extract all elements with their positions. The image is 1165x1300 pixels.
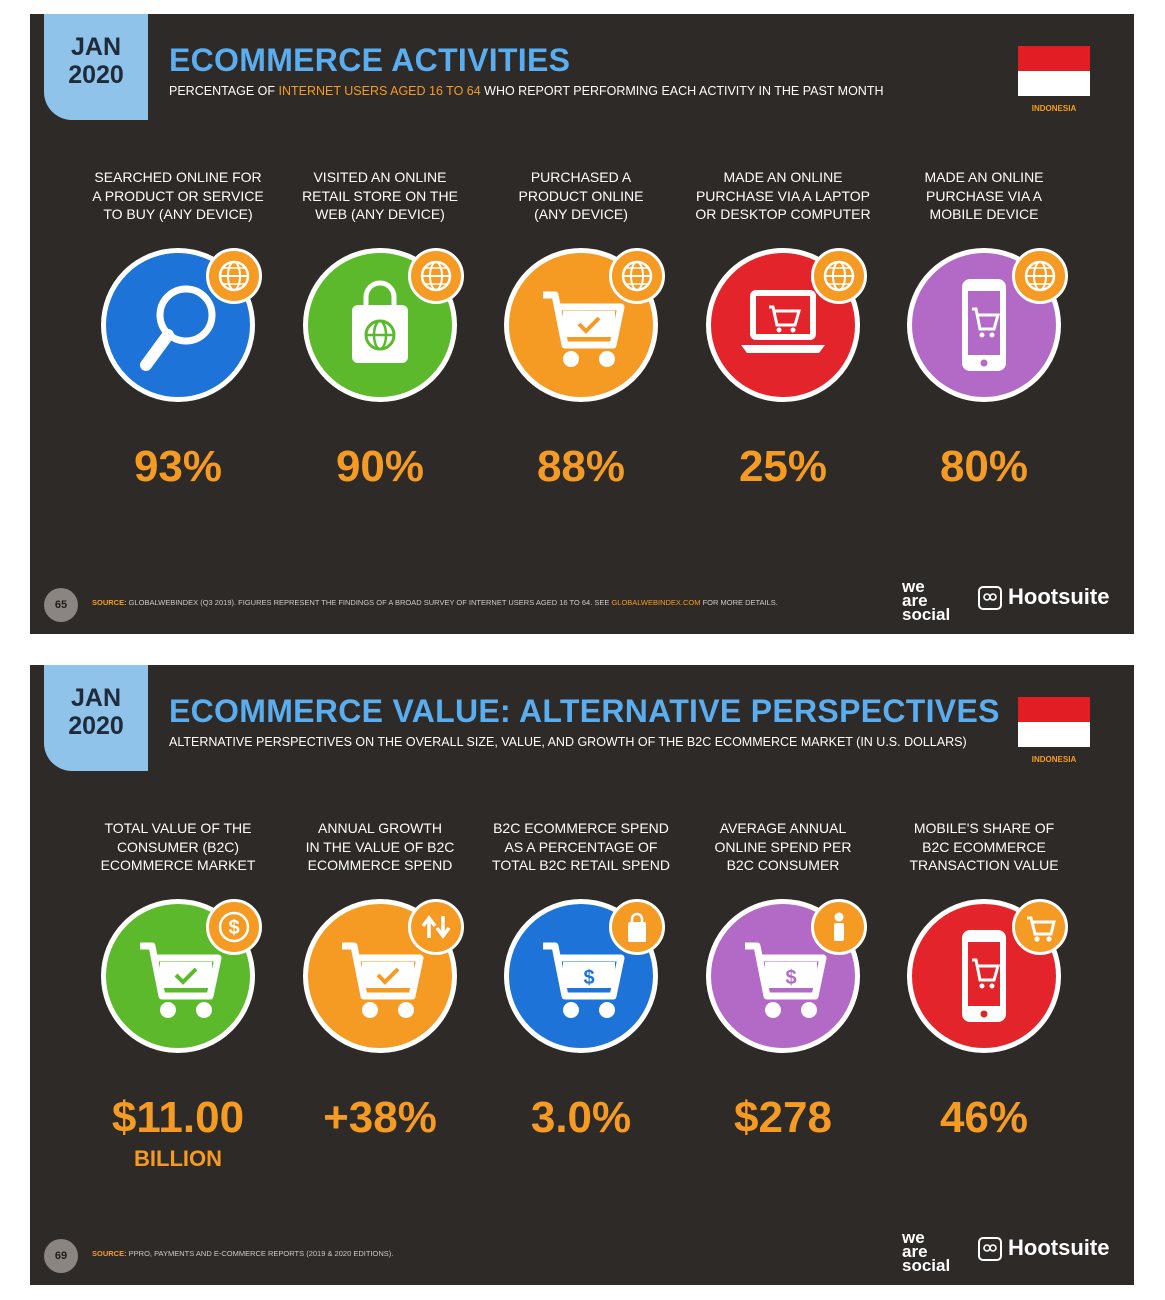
country-label: INDONESIA: [1031, 104, 1077, 113]
person-icon: [811, 899, 867, 955]
slide-ecommerce-value: JAN 2020 ECOMMERCE VALUE: ALTERNATIVE PE…: [30, 665, 1134, 1285]
globe-icon: [408, 248, 464, 304]
up-down-arrows-icon: [408, 899, 464, 955]
stat-value: $278: [734, 1093, 832, 1142]
dollar-icon: $: [206, 899, 262, 955]
date-year: 2020: [68, 712, 124, 740]
stat-label: B2C ECOMMERCE SPEND AS A PERCENTAGE OF T…: [492, 820, 670, 873]
subtitle-highlight: INTERNET USERS AGED 16 TO 64: [278, 84, 481, 98]
svg-text:$: $: [228, 917, 239, 939]
stat-label: ANNUAL GROWTH IN THE VALUE OF B2C ECOMME…: [305, 820, 455, 873]
indonesia-flag-icon: [1018, 46, 1090, 96]
we-are-social-logo: we are social: [902, 1228, 951, 1275]
page-number: 69: [44, 1239, 78, 1273]
laptop-icon: [706, 248, 860, 402]
stat-value: 90%: [335, 442, 425, 491]
hootsuite-wordmark: Hootsuite: [1008, 1235, 1110, 1260]
slide-title: ECOMMERCE ACTIVITIES: [169, 42, 571, 78]
subtitle-post: WHO REPORT PERFORMING EACH ACTIVITY IN T…: [480, 84, 884, 98]
globe-icon: [1012, 248, 1068, 304]
source-note: SOURCE: PPRO, PAYMENTS AND E-COMMERCE RE…: [92, 1249, 393, 1258]
slide-subtitle: PERCENTAGE OF INTERNET USERS AGED 16 TO …: [169, 84, 884, 98]
slide-subtitle: ALTERNATIVE PERSPECTIVES ON THE OVERALL …: [169, 735, 967, 749]
source-label: SOURCE:: [92, 598, 127, 607]
source-text: GLOBALWEBINDEX (Q3 2019). FIGURES REPRES…: [126, 598, 612, 607]
shopping-cart-dollar-icon: $: [706, 899, 860, 1053]
stat-label: VISITED AN ONLINE RETAIL STORE ON THE WE…: [302, 169, 458, 222]
stat-value: 80%: [939, 442, 1029, 491]
stat-value: 46%: [939, 1093, 1029, 1142]
stat-unit: BILLION: [134, 1146, 222, 1171]
shopping-cart-icon: [504, 248, 658, 402]
magnifier-icon: [101, 248, 255, 402]
shopping-cart-icon: [1012, 899, 1068, 955]
stat-value: 25%: [738, 442, 828, 491]
globe-icon: [811, 248, 867, 304]
stat-value: 3.0%: [530, 1093, 632, 1142]
stat-label: MADE AN ONLINE PURCHASE VIA A LAPTOP OR …: [695, 169, 871, 222]
date-badge: JAN 2020: [44, 14, 148, 120]
indonesia-flag-icon: [1018, 697, 1090, 747]
globe-icon: [206, 248, 262, 304]
source-note: SOURCE: GLOBALWEBINDEX (Q3 2019). FIGURE…: [92, 598, 778, 607]
stat-label: AVERAGE ANNUAL ONLINE SPEND PER B2C CONS…: [714, 820, 852, 873]
svg-text:$: $: [785, 967, 796, 989]
source-label: SOURCE:: [92, 1249, 127, 1258]
source-text: PPRO, PAYMENTS AND E-COMMERCE REPORTS (2…: [126, 1249, 394, 1258]
we-are-social-logo: we are social: [902, 577, 951, 624]
hootsuite-wordmark: Hootsuite: [1008, 584, 1110, 609]
owl-icon: [978, 1237, 1002, 1261]
shopping-bag-icon: [609, 899, 665, 955]
page-number: 65: [44, 588, 78, 622]
stat-value: $11.00: [111, 1093, 245, 1142]
subtitle-pre: PERCENTAGE OF: [169, 84, 279, 98]
hootsuite-logo: Hootsuite: [978, 584, 1109, 610]
stat-label: MOBILE'S SHARE OF B2C ECOMMERCE TRANSACT…: [909, 820, 1059, 873]
date-month: JAN: [70, 684, 121, 712]
slide-ecommerce-activities: JAN 2020 ECOMMERCE ACTIVITIES PERCENTAGE…: [30, 14, 1134, 634]
country-label: INDONESIA: [1031, 755, 1077, 764]
globe-icon: [609, 248, 665, 304]
stat-label: MADE AN ONLINE PURCHASE VIA A MOBILE DEV…: [924, 169, 1044, 222]
source-tail: FOR MORE DETAILS.: [700, 598, 778, 607]
stat-label: SEARCHED ONLINE FOR A PRODUCT OR SERVICE…: [92, 169, 264, 222]
stat-value: +38%: [323, 1093, 437, 1142]
stat-value: 93%: [133, 442, 223, 491]
svg-text:$: $: [583, 967, 594, 989]
slide-title: ECOMMERCE VALUE: ALTERNATIVE PERSPECTIVE…: [169, 693, 1000, 729]
stat-label: PURCHASED A PRODUCT ONLINE (ANY DEVICE): [518, 169, 644, 222]
date-month: JAN: [70, 33, 121, 61]
owl-icon: [978, 586, 1002, 610]
stat-value: 88%: [536, 442, 626, 491]
stat-label: TOTAL VALUE OF THE CONSUMER (B2C) ECOMME…: [100, 820, 256, 873]
source-link[interactable]: GLOBALWEBINDEX.COM: [611, 598, 701, 607]
date-year: 2020: [68, 61, 124, 89]
hootsuite-logo: Hootsuite: [978, 1235, 1109, 1261]
date-badge: JAN 2020: [44, 665, 148, 771]
